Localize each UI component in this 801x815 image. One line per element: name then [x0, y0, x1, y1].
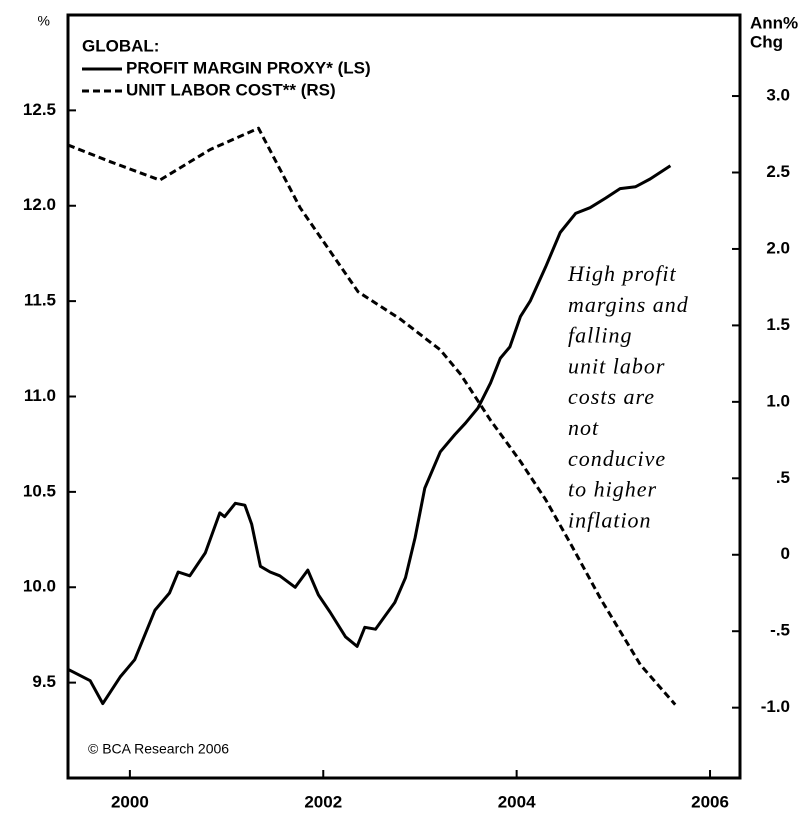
x-tick-label: 2002	[304, 792, 342, 811]
annotation: not	[568, 415, 599, 440]
legend-label: PROFIT MARGIN PROXY* (LS)	[126, 58, 371, 77]
y2-tick-label: 1.0	[766, 391, 790, 410]
annotation: unit labor	[568, 353, 665, 378]
y-axis-label: %	[38, 13, 50, 29]
annotation: inflation	[568, 507, 652, 532]
y-tick-label: 11.5	[24, 291, 56, 310]
legend-title: GLOBAL:	[82, 36, 159, 55]
annotation: margins and	[568, 292, 689, 317]
y-tick-label: 11.0	[24, 386, 56, 405]
x-tick-label: 2006	[691, 792, 729, 811]
annotation: High profit	[567, 261, 677, 286]
line-series	[67, 164, 672, 706]
x-tick-label: 2000	[111, 792, 149, 811]
y-tick-label: 12.0	[23, 195, 56, 214]
y-tick-label: 9.5	[32, 672, 56, 691]
y2-tick-label: 2.0	[766, 238, 790, 257]
y2-axis-label: Chg	[750, 32, 783, 51]
y2-tick-label: -.5	[770, 621, 790, 640]
source: © BCA Research 2006	[88, 741, 229, 757]
y2-tick-label: .5	[776, 468, 790, 487]
y2-tick-label: -1.0	[761, 697, 790, 716]
y-tick-label: 10.0	[23, 577, 56, 596]
annotation: conducive	[568, 446, 666, 471]
y-tick-label: 10.5	[23, 481, 56, 500]
y2-tick-label: 0	[781, 544, 790, 563]
annotation: costs are	[568, 384, 655, 409]
legend-label: UNIT LABOR COST** (RS)	[126, 80, 336, 99]
y2-tick-label: 2.5	[766, 162, 790, 181]
line-series	[67, 126, 677, 706]
y2-tick-label: 1.5	[766, 315, 790, 334]
x-tick-label: 2004	[498, 792, 536, 811]
y2-tick-label: 3.0	[766, 86, 790, 105]
annotation: falling	[568, 323, 632, 348]
y-tick-label: 12.5	[23, 100, 56, 119]
annotation: to higher	[568, 477, 657, 502]
y2-axis-label: Ann%	[750, 13, 798, 32]
